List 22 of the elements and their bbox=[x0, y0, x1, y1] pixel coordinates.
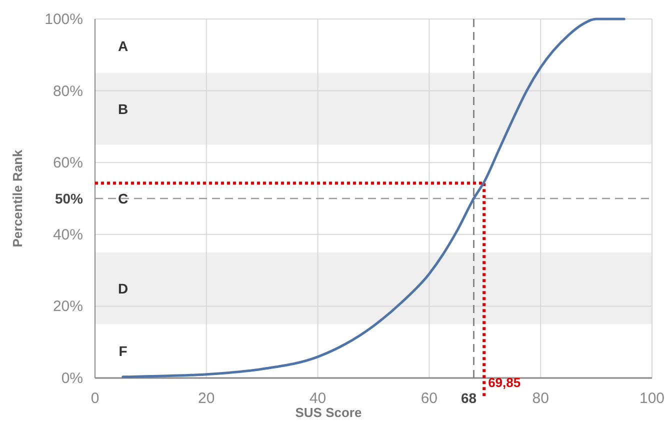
x-tick-label: 80 bbox=[532, 390, 549, 407]
x-tick-label: 100 bbox=[639, 390, 665, 407]
annotation: F bbox=[118, 343, 128, 360]
y-axis-title: Percentile Rank bbox=[10, 148, 25, 248]
y-tick-label: 40% bbox=[52, 226, 83, 244]
annotation: C bbox=[118, 190, 128, 206]
x-tick-label: 0 bbox=[90, 390, 100, 407]
x-tick-label: 20 bbox=[198, 390, 215, 407]
y-tick-label: 80% bbox=[52, 82, 83, 100]
annotation: A bbox=[118, 38, 128, 54]
y-tick-label: 0% bbox=[61, 370, 83, 387]
x-tick-label: 40 bbox=[309, 390, 326, 407]
x-tick-label: 60 bbox=[420, 390, 438, 407]
y-tick-label: 100% bbox=[44, 11, 83, 28]
y-tick-label: 20% bbox=[52, 298, 83, 316]
y-tick-label: 60% bbox=[52, 154, 83, 172]
ref-line-label: 50% bbox=[54, 190, 84, 206]
band-label: B bbox=[118, 100, 128, 117]
ref-line-label: 69,85 bbox=[488, 375, 521, 390]
x-axis-title: SUS Score bbox=[295, 405, 362, 420]
ref-line-label: 68 bbox=[460, 390, 477, 406]
band-label: D bbox=[118, 280, 128, 296]
